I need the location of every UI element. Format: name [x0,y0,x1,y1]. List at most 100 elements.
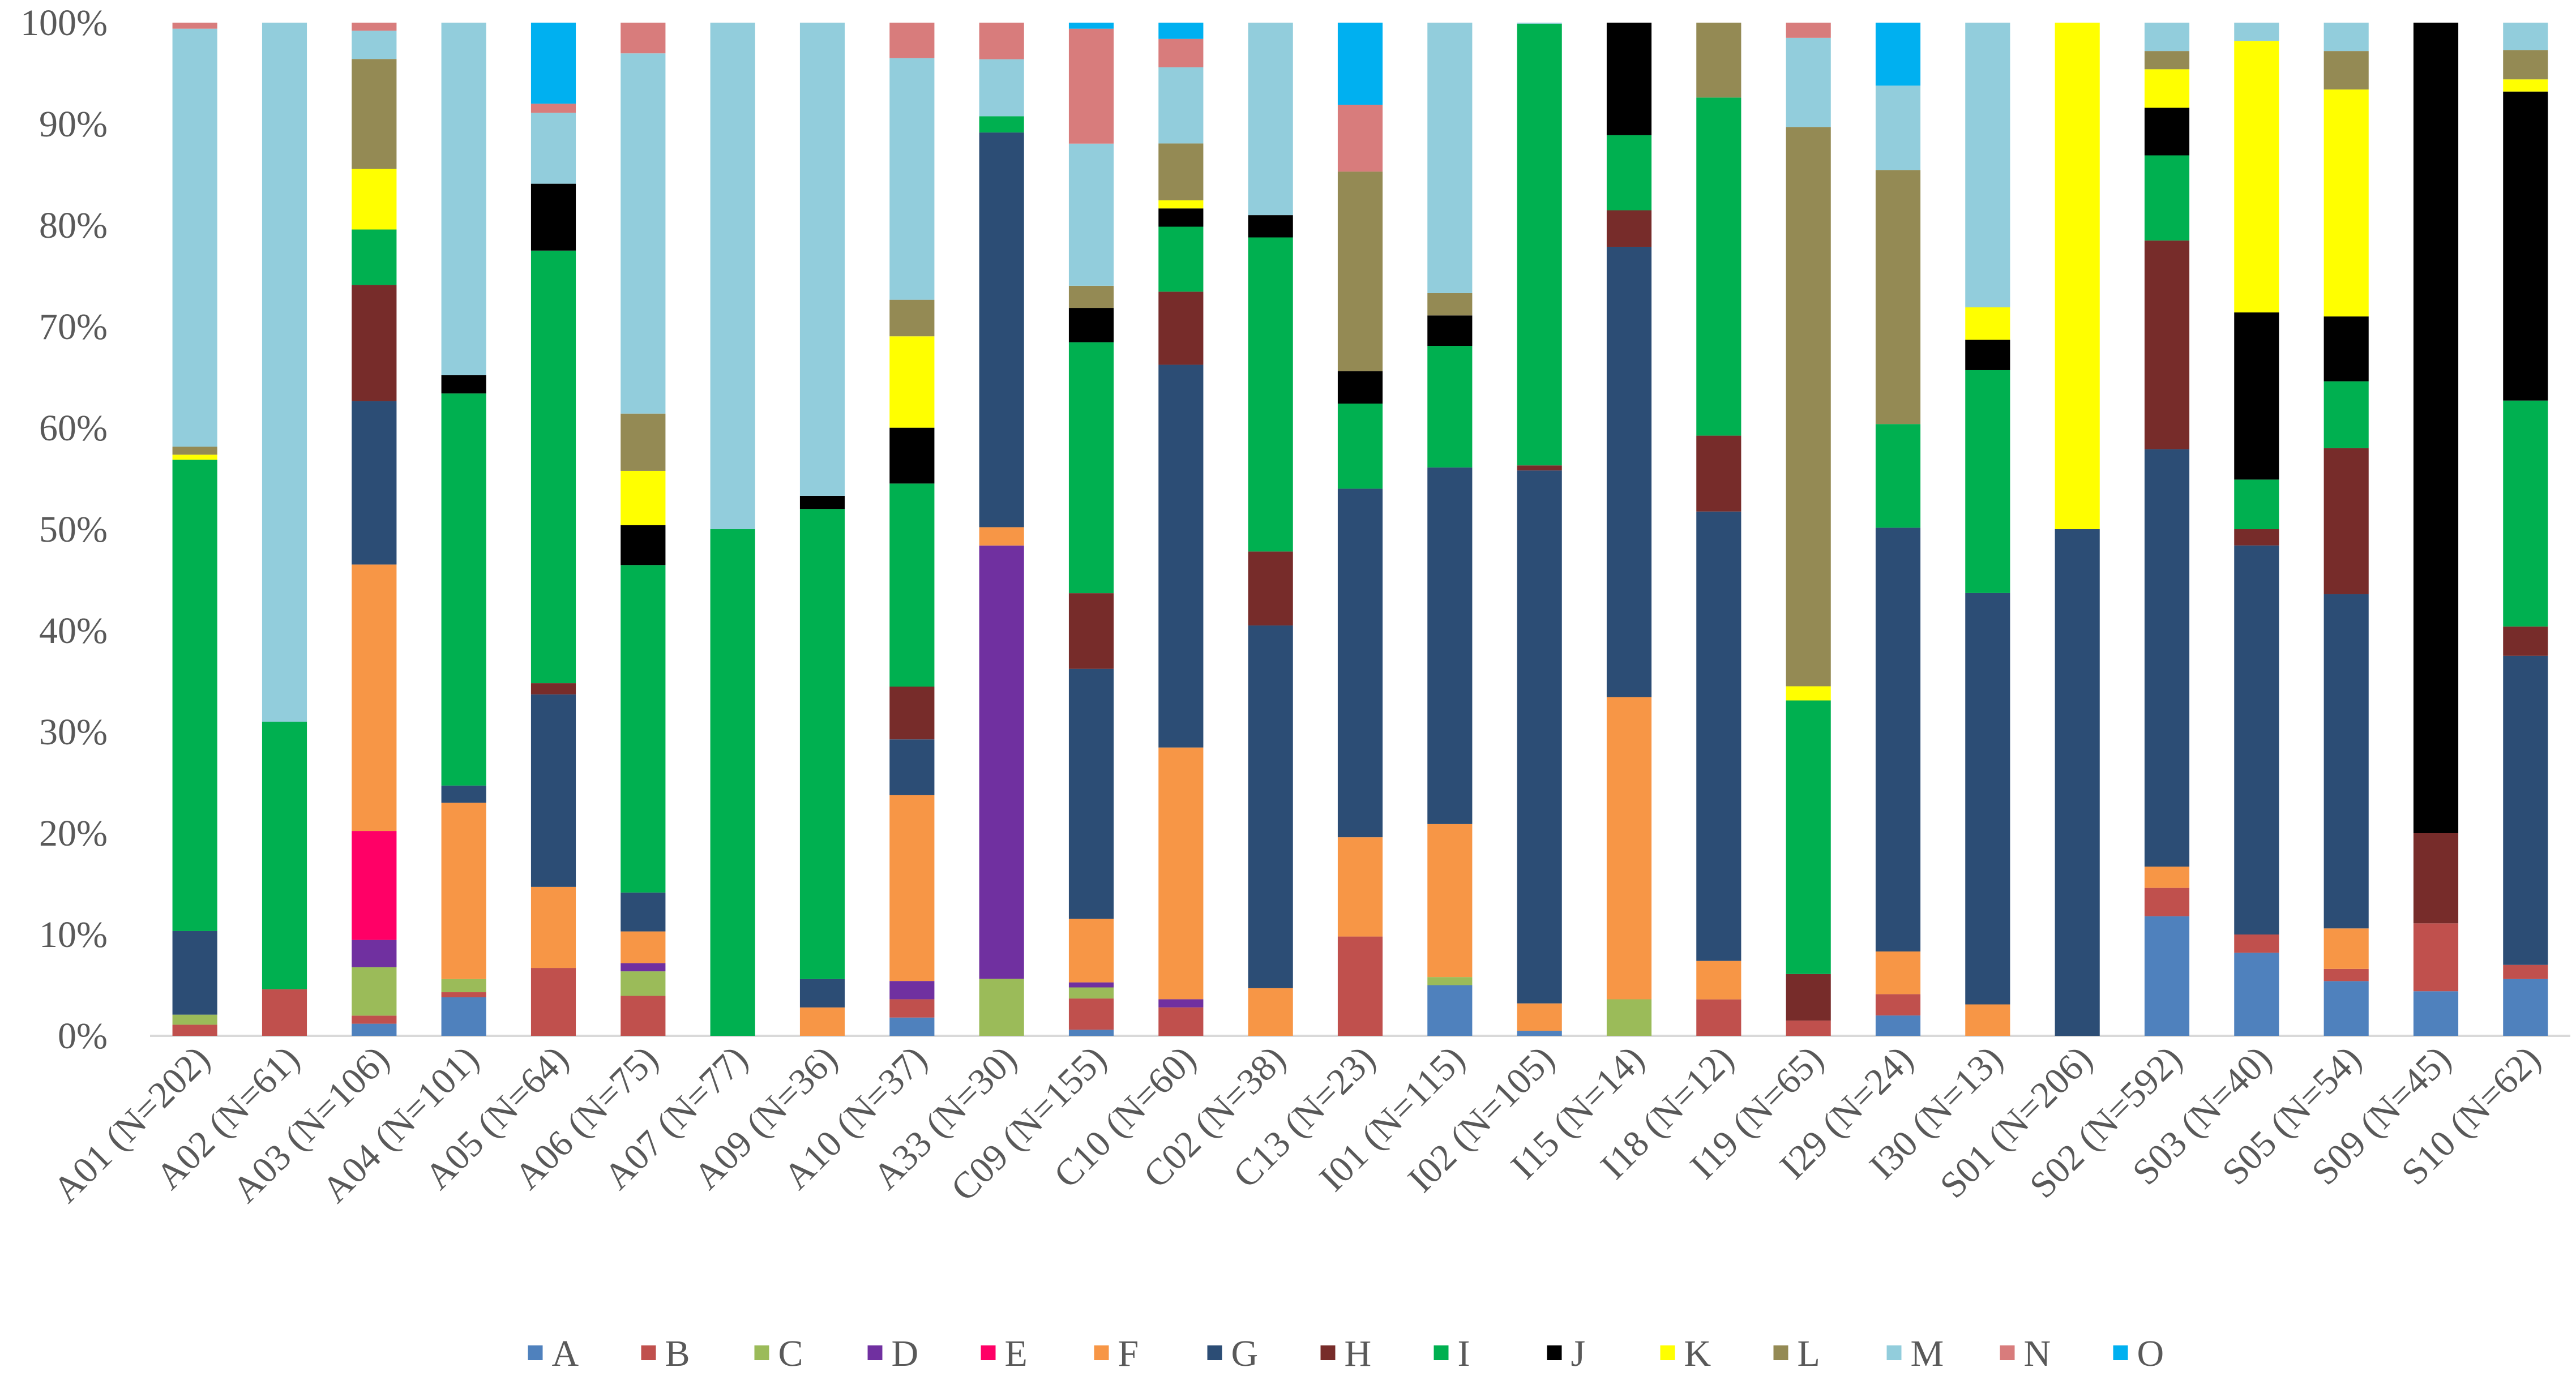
bar-segment [441,979,486,993]
bar-segment [2144,916,2190,1036]
bar-segment [889,483,935,687]
bar-segment [352,967,397,1016]
legend-label: D [892,1333,919,1374]
bar-segment [352,564,397,831]
bar-segment [799,495,845,509]
bar-segment [2144,240,2190,449]
legend-swatch [2113,1345,2128,1360]
bar-segment [2323,968,2369,981]
bar-segment [530,968,576,1036]
bar-segment [1786,23,1831,38]
y-tick-label: 30% [39,711,108,753]
bar-segment [1158,1007,1204,1036]
bar-segment [1517,465,1562,471]
bar-segment [2144,449,2190,867]
x-axis-category-labels: A01 (N=202)A02 (N=61)A03 (N=106)A04 (N=1… [45,1038,2548,1211]
bar-stack [1517,23,1562,1036]
y-axis-tick-labels: 0% 10% 20% 30% 40% 50% 60% 70% 80% 90% 100% [20,2,108,1057]
bar-segment [710,23,755,529]
bar-segment [2055,23,2100,529]
bar-segment [2323,981,2369,1036]
bar-segment [1696,511,1741,961]
bar-segment [172,1024,217,1036]
bar-segment [1068,998,1114,1030]
bar-stack [2055,23,2100,1036]
bar-segment [262,989,307,1036]
bar-segment [1606,999,1652,1036]
bar-segment [621,565,666,893]
bar-segment [621,892,666,932]
legend-item: E [981,1333,1028,1374]
bar-segment [2144,155,2190,241]
bar-segment [530,683,576,694]
legend-item: C [754,1333,803,1374]
bar-segment [2234,479,2279,529]
bar-segment [1248,988,1293,1036]
bar-segment [889,687,935,740]
bar-segment [1068,143,1114,286]
bar-segment [1427,824,1473,978]
y-tick-label: 0% [58,1015,108,1057]
bar-stack [889,23,935,1036]
legend-label: J [1571,1333,1586,1374]
bar-segment [621,963,666,972]
bar-segment [621,971,666,996]
bar-stack [979,23,1024,1036]
bar-segment [262,722,307,989]
bar-segment [352,169,397,230]
bar-segment [1875,1015,1921,1036]
legend-label: B [665,1333,690,1374]
bar-segment [1875,424,1921,528]
bar-segment [441,785,486,803]
bar-segment [1337,936,1383,1036]
legend-swatch [1320,1345,1336,1360]
bar-segment [710,529,755,1036]
legend-label: F [1118,1333,1139,1374]
bar-segment [1427,293,1473,316]
bar-segment [2503,979,2548,1036]
bar-segment [1068,987,1114,999]
bar-segment [1158,38,1204,67]
bar-segment [1965,1004,2010,1036]
legend-swatch [1547,1345,1562,1360]
legend-item: A [528,1333,579,1374]
bar-segment [2503,50,2548,80]
legend-swatch [1094,1345,1109,1360]
bar-segment [621,996,666,1036]
bar-segment [1158,291,1204,365]
bar-segment [979,527,1024,546]
bar-segment [352,229,397,285]
bar-segment [1606,246,1652,697]
bar-segment [889,427,935,484]
bar-segment [1606,210,1652,247]
bar-segment [2323,594,2369,929]
y-tick-label: 80% [39,205,108,246]
bar-segment [352,1015,397,1024]
bar-segment [352,59,397,169]
bar-segment [979,59,1024,117]
bar-stack [1337,23,1383,1036]
bar-segment [1965,370,2010,593]
bar-stack [1606,23,1652,1036]
bar-segment [799,979,845,1008]
bar-segment [1337,371,1383,404]
bar-stack [621,23,666,1036]
bar-segment [352,1023,397,1036]
legend-swatch [754,1345,769,1360]
bar-segment [1427,23,1473,293]
bar-segment [2234,23,2279,41]
bar-segment [1248,23,1293,216]
legend-item: L [1773,1333,1820,1374]
bar-segment [2323,928,2369,969]
bar-segment [2234,545,2279,934]
legend-item: J [1547,1333,1586,1374]
bar-stack [1696,23,1741,1036]
bar-segment [1337,172,1383,371]
bar-segment [352,23,397,31]
bar-segment [2503,964,2548,979]
bar-segment [1696,999,1741,1036]
bar-segment [172,447,217,455]
bar-segment [2503,91,2548,401]
bar-segment [2503,655,2548,965]
bar-segment [1875,170,1921,425]
